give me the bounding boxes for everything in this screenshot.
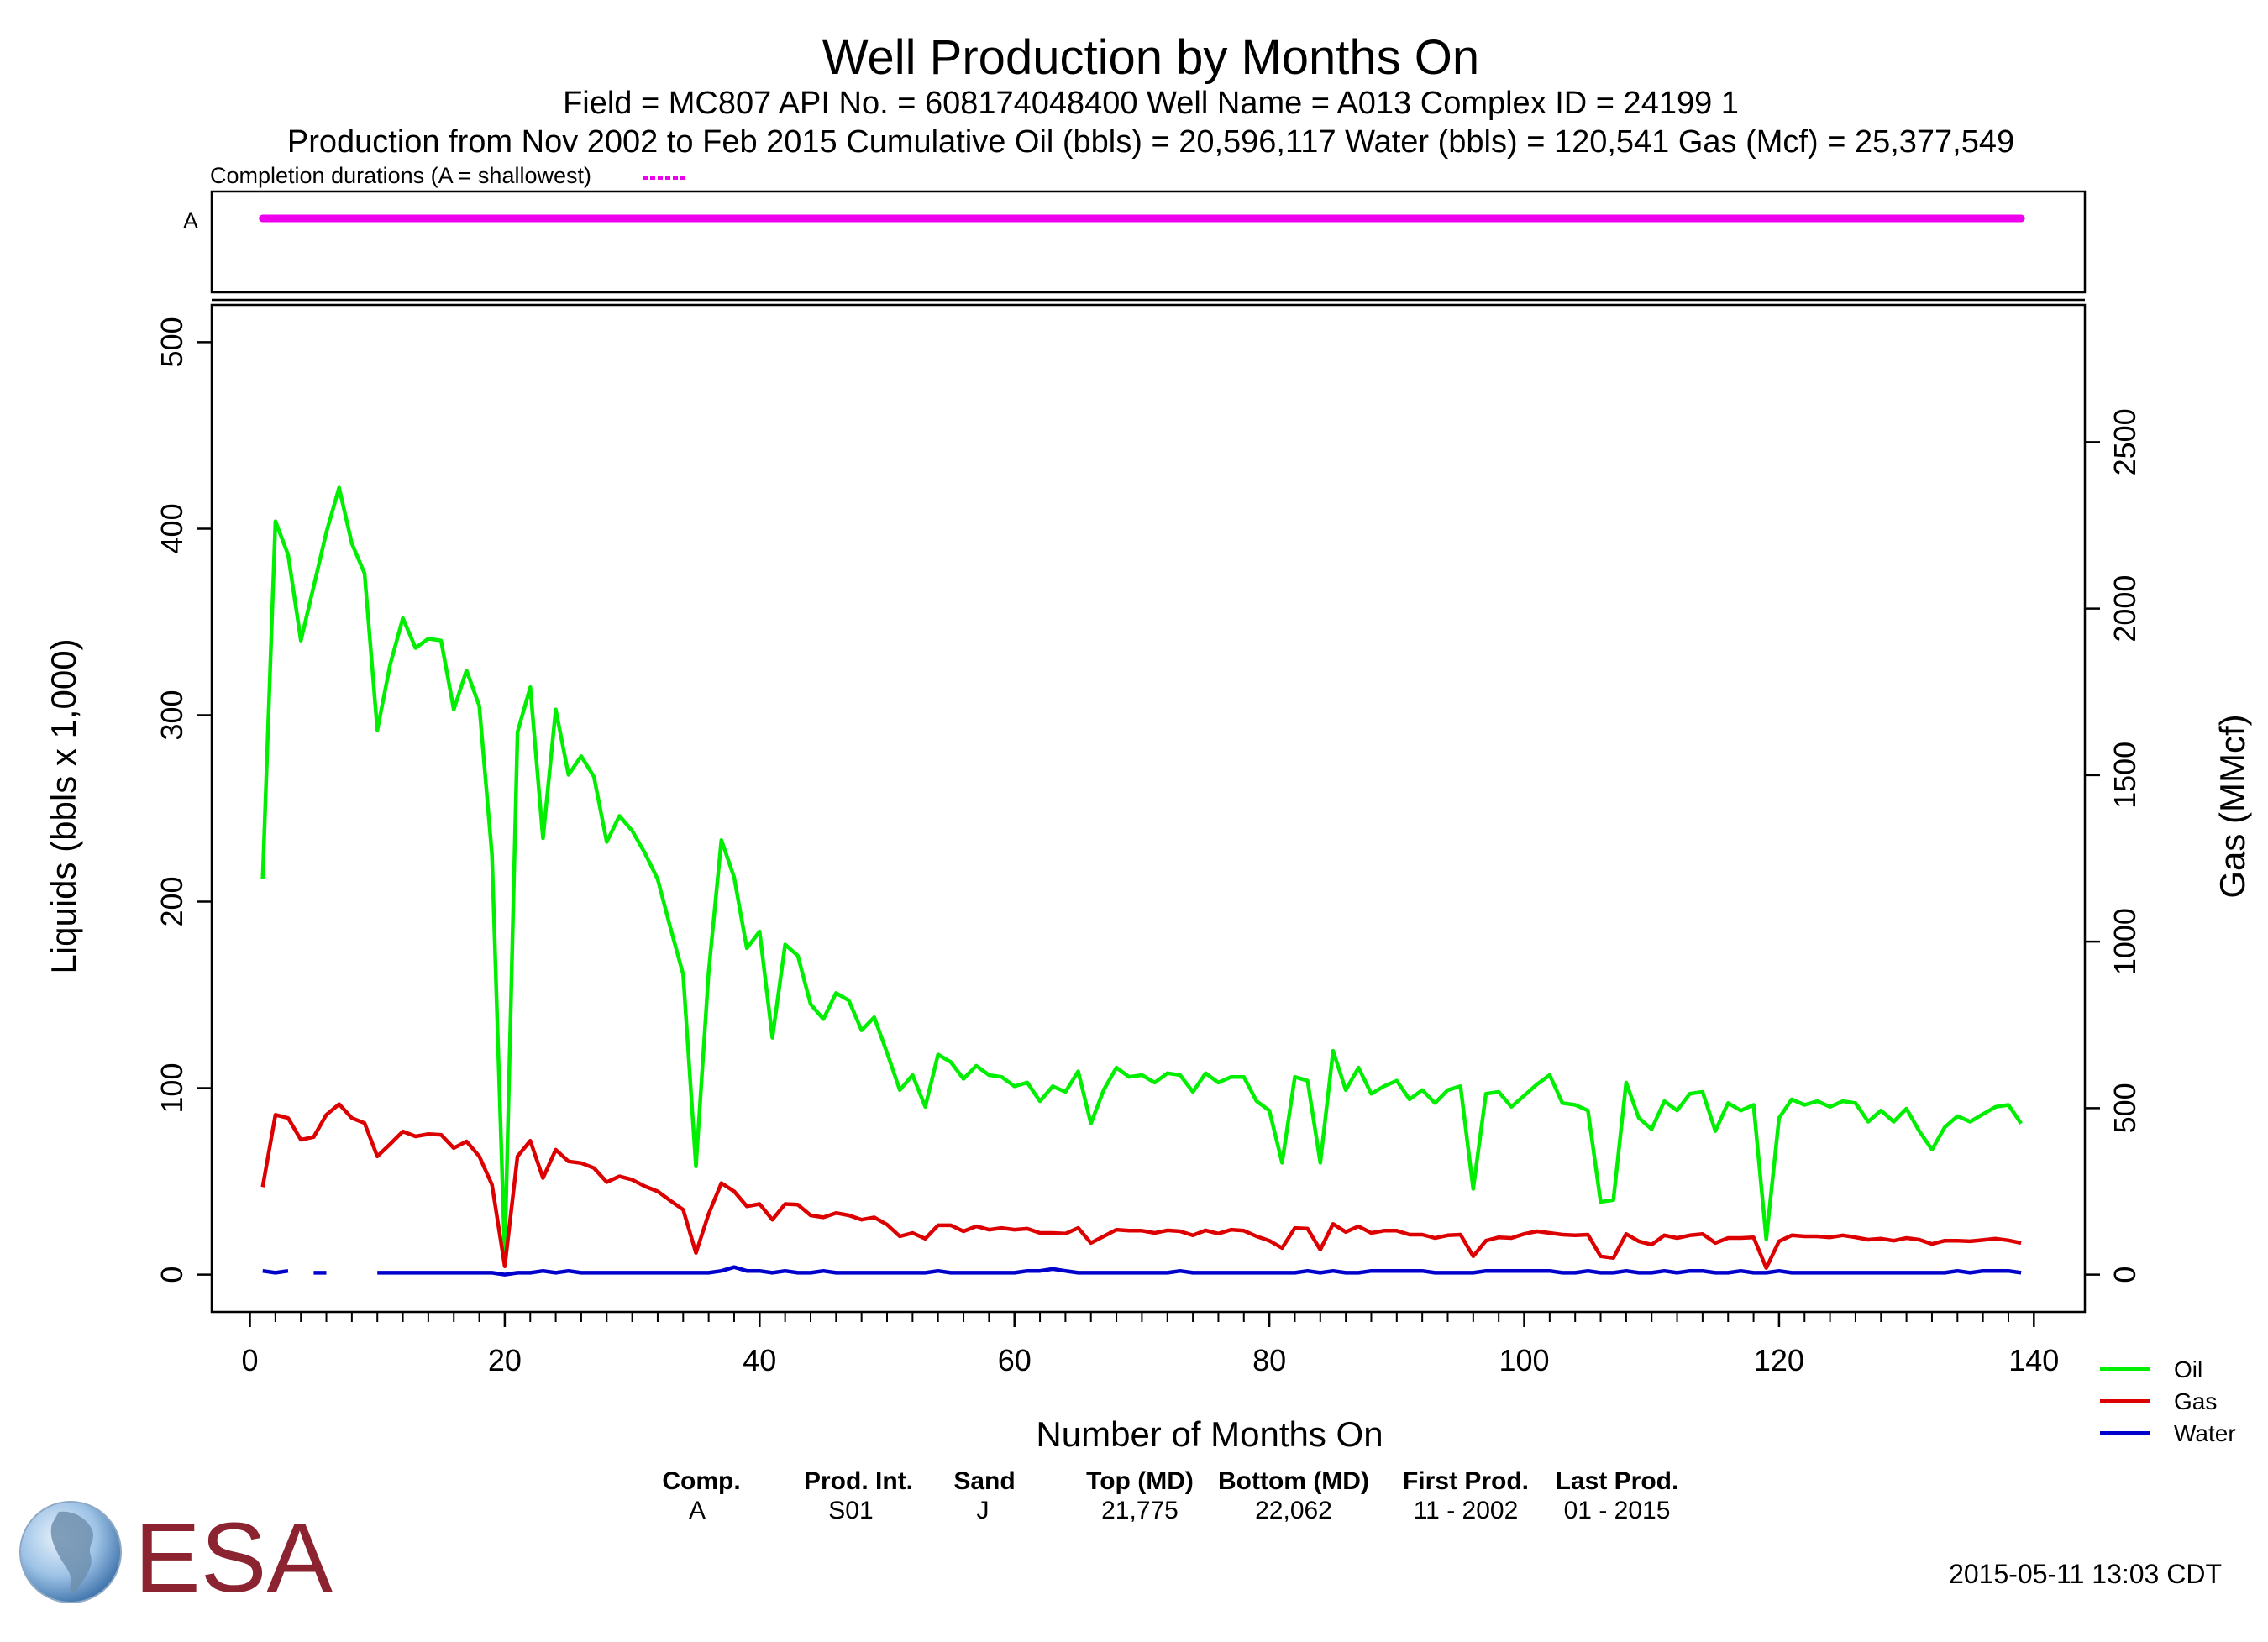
x-tick-label: 60: [998, 1343, 1032, 1377]
y-right-axis-label: Gas (MMcf): [2213, 714, 2252, 898]
x-tick-label: 100: [1499, 1343, 1549, 1377]
y-left-axis: 0 100 200 300 400 500: [155, 317, 212, 1283]
y-right-tick-label: 0: [2108, 1267, 2142, 1283]
y-right-axis: 0 500 1000 1500 2000 2500: [2085, 408, 2142, 1283]
x-axis-label: Number of Months On: [1036, 1414, 1383, 1454]
completion-row-label: A: [183, 208, 198, 233]
y-left-tick-label: 500: [155, 317, 189, 367]
y-right-tick-label: 2000: [2108, 575, 2142, 643]
y-left-tick-label: 300: [155, 690, 189, 740]
table-header-bottom: Bottom (MD): [1218, 1467, 1369, 1495]
y-right-tick-label: 2500: [2108, 408, 2142, 475]
table-cell-first-prod: 11 - 2002: [1414, 1497, 1519, 1524]
y-right-tick-label: 500: [2108, 1083, 2142, 1133]
y-right-tick-label: 1000: [2108, 908, 2142, 975]
x-axis: 0 20 40 60 80 100 120 140: [241, 1312, 2059, 1377]
y-left-axis-label: Liquids (bbls x 1,000): [44, 638, 83, 973]
y-left-tick-label: 200: [155, 876, 189, 926]
table-cell-sand: J: [977, 1497, 990, 1524]
y-left-tick-label: 400: [155, 503, 189, 553]
table-header-top: Top (MD): [1086, 1467, 1194, 1495]
x-tick-label: 0: [241, 1343, 258, 1377]
y-left-tick-label: 0: [155, 1267, 189, 1283]
table-cell-last-prod: 01 - 2015: [1564, 1497, 1671, 1524]
logo-text: ESA: [134, 1503, 333, 1613]
completion-panel: [210, 190, 2087, 294]
table-header-comp: Comp.: [662, 1467, 740, 1495]
y-right-tick-label: 1500: [2108, 742, 2142, 809]
table-cell-bottom: 22,062: [1255, 1497, 1332, 1524]
table-header-first-prod: First Prod.: [1403, 1467, 1529, 1495]
series-layer: [260, 485, 2023, 1277]
table-cell-top: 21,775: [1101, 1497, 1179, 1524]
x-tick-label: 20: [488, 1343, 522, 1377]
timestamp: 2015-05-11 13:03 CDT: [1949, 1559, 2222, 1589]
globe-continent: [50, 1511, 93, 1593]
completion-table: Comp. Prod. Int. Sand Top (MD) Bottom (M…: [662, 1467, 1678, 1524]
x-tick-label: 120: [1754, 1343, 1804, 1377]
chart-subtitle-2: Production from Nov 2002 to Feb 2015 Cum…: [287, 124, 2014, 160]
series-line-water: [377, 1265, 2022, 1277]
completion-label: Completion durations (A = shallowest): [210, 163, 591, 188]
esa-logo: ESA: [19, 1501, 333, 1613]
legend-water-label: Water: [2174, 1420, 2236, 1446]
x-tick-label: 40: [743, 1343, 776, 1377]
x-tick-label: 140: [2008, 1343, 2059, 1377]
table-cell-prod-int: S01: [828, 1497, 873, 1524]
table-cell-comp: A: [689, 1497, 706, 1524]
legend-oil-label: Oil: [2174, 1356, 2202, 1382]
series-line-oil: [260, 485, 2023, 1258]
table-header-prod-int: Prod. Int.: [804, 1467, 913, 1495]
legend-gas-label: Gas: [2174, 1388, 2217, 1414]
legend: Oil Gas Water: [2100, 1356, 2236, 1446]
y-left-tick-label: 100: [155, 1063, 189, 1114]
series-line-water: [262, 1268, 289, 1275]
table-header-last-prod: Last Prod.: [1556, 1467, 1679, 1495]
x-tick-label: 80: [1252, 1343, 1286, 1377]
chart-title: Well Production by Months On: [822, 30, 1479, 85]
plot-frame: [210, 303, 2087, 1314]
series-line-gas: [260, 1102, 2022, 1270]
table-header-sand: Sand: [953, 1467, 1015, 1495]
chart-subtitle-1: Field = MC807 API No. = 608174048400 Wel…: [563, 86, 1739, 121]
